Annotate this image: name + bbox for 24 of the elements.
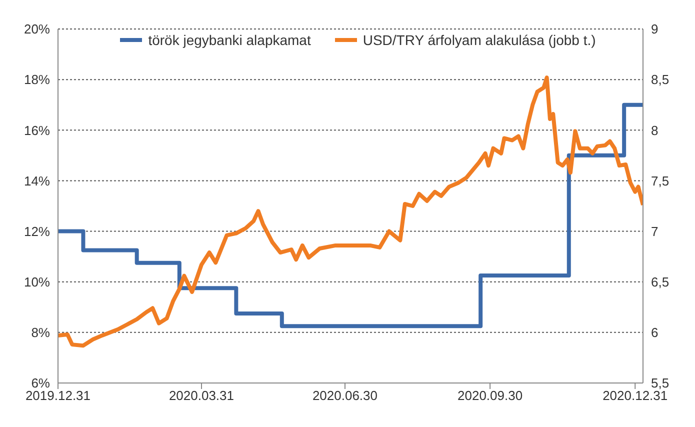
y2-tick-label: 8	[651, 122, 658, 138]
x-tick-label: 2020.12.31	[602, 388, 668, 404]
y-tick-label: 20%	[24, 22, 50, 37]
y2-tick-label: 5,5	[651, 376, 670, 391]
legend-label: török jegybanki alapkamat	[147, 32, 311, 48]
y2-tick-label: 7,5	[651, 173, 670, 188]
y-tick-label: 6%	[31, 376, 50, 391]
y-tick-label: 18%	[24, 72, 50, 88]
y2-tick-label: 6,5	[651, 274, 670, 290]
y2-tick-label: 7	[651, 224, 658, 239]
legend-label: USD/TRY árfolyam alakulása (jobb t.)	[362, 32, 596, 48]
x-tick-label: 2020.06.30	[312, 388, 378, 404]
line-series	[58, 76, 643, 348]
y-tick-label: 12%	[24, 224, 50, 239]
y-tick-label: 10%	[24, 274, 50, 290]
y-tick-label: 14%	[24, 173, 50, 188]
x-tick-label: 2019.12.31	[25, 388, 91, 404]
y2-tick-label: 8,5	[651, 72, 670, 88]
y2-tick-label: 6	[651, 325, 658, 340]
x-tick-label: 2020.09.30	[458, 388, 523, 404]
y-tick-label: 16%	[24, 122, 50, 138]
y2-tick-label: 9	[651, 22, 658, 37]
y-tick-label: 8%	[31, 325, 50, 340]
x-tick-label: 2020.03.31	[168, 388, 234, 404]
